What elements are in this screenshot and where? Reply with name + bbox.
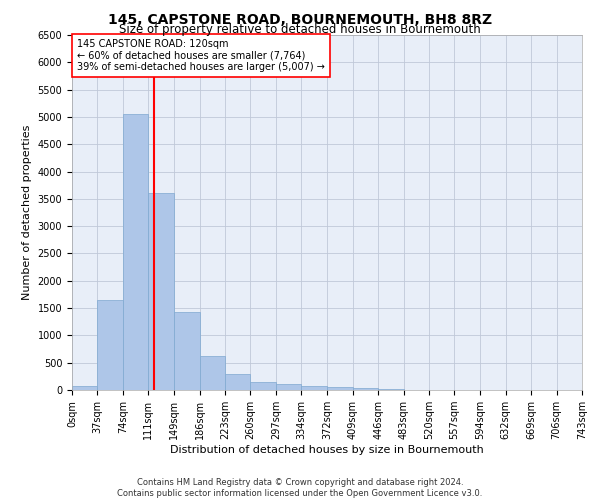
Text: 145 CAPSTONE ROAD: 120sqm
← 60% of detached houses are smaller (7,764)
39% of se: 145 CAPSTONE ROAD: 120sqm ← 60% of detac… [77, 38, 325, 72]
Y-axis label: Number of detached properties: Number of detached properties [22, 125, 32, 300]
Bar [97, 300, 123, 390]
Bar [250, 382, 276, 390]
X-axis label: Distribution of detached houses by size in Bournemouth: Distribution of detached houses by size … [170, 445, 484, 455]
Bar [328, 387, 353, 390]
Text: 145, CAPSTONE ROAD, BOURNEMOUTH, BH8 8RZ: 145, CAPSTONE ROAD, BOURNEMOUTH, BH8 8RZ [108, 12, 492, 26]
Bar [276, 384, 301, 390]
Bar [148, 194, 173, 390]
Bar [123, 114, 148, 390]
Bar [174, 312, 200, 390]
Bar [200, 356, 225, 390]
Bar [301, 386, 326, 390]
Bar [72, 386, 97, 390]
Text: Size of property relative to detached houses in Bournemouth: Size of property relative to detached ho… [119, 22, 481, 36]
Bar [225, 374, 250, 390]
Text: Contains HM Land Registry data © Crown copyright and database right 2024.
Contai: Contains HM Land Registry data © Crown c… [118, 478, 482, 498]
Bar [353, 388, 378, 390]
